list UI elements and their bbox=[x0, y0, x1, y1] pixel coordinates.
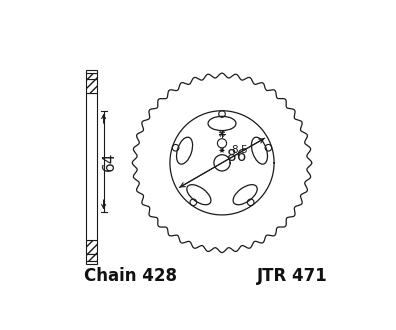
Bar bbox=[86, 261, 97, 264]
Bar bbox=[86, 93, 97, 240]
Text: JTR 471: JTR 471 bbox=[257, 267, 327, 285]
Text: Chain 428: Chain 428 bbox=[84, 267, 177, 285]
Bar bbox=[86, 70, 97, 73]
Text: 8.5: 8.5 bbox=[232, 146, 248, 155]
Bar bbox=[86, 254, 97, 261]
Bar bbox=[86, 240, 97, 254]
Text: 64: 64 bbox=[102, 152, 117, 171]
Text: 86: 86 bbox=[227, 149, 246, 164]
Bar bbox=[86, 79, 97, 93]
Bar bbox=[86, 73, 97, 79]
